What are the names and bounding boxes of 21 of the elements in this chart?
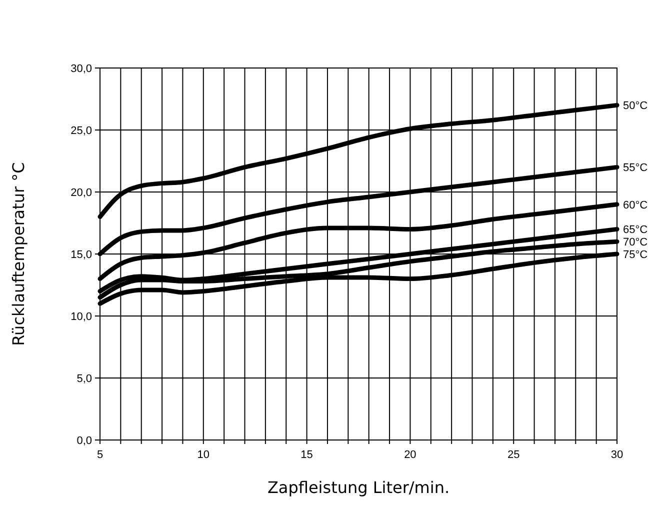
x-tick-label: 20 bbox=[404, 449, 416, 461]
series-label: 60°C bbox=[623, 199, 648, 212]
series-label: 75°C bbox=[623, 249, 648, 261]
series-label: 65°C bbox=[623, 224, 648, 236]
y-axis-title: Rücklauftemperatur °C bbox=[9, 162, 28, 346]
x-tick-label: 5 bbox=[96, 449, 104, 461]
x-tick-label: 10 bbox=[197, 449, 210, 461]
y-tick-label: 10,0 bbox=[70, 311, 92, 323]
y-tick-label: 0,0 bbox=[76, 435, 92, 447]
y-tick-label: 30,0 bbox=[70, 63, 92, 75]
x-tick-label: 30 bbox=[610, 449, 624, 461]
x-tick-label: 25 bbox=[507, 449, 520, 461]
x-axis-title: Zapfleistung Liter/min. bbox=[267, 478, 450, 497]
x-tick-label: 15 bbox=[300, 449, 313, 461]
y-tick-label: 5,0 bbox=[76, 373, 92, 385]
y-tick-label: 20,0 bbox=[70, 187, 92, 199]
y-tick-label: 15,0 bbox=[70, 249, 92, 261]
y-tick-label: 25,0 bbox=[70, 125, 92, 137]
series-label: 50°C bbox=[623, 100, 648, 112]
series-label: 55°C bbox=[623, 162, 648, 174]
series-label: 70°C bbox=[623, 236, 648, 249]
